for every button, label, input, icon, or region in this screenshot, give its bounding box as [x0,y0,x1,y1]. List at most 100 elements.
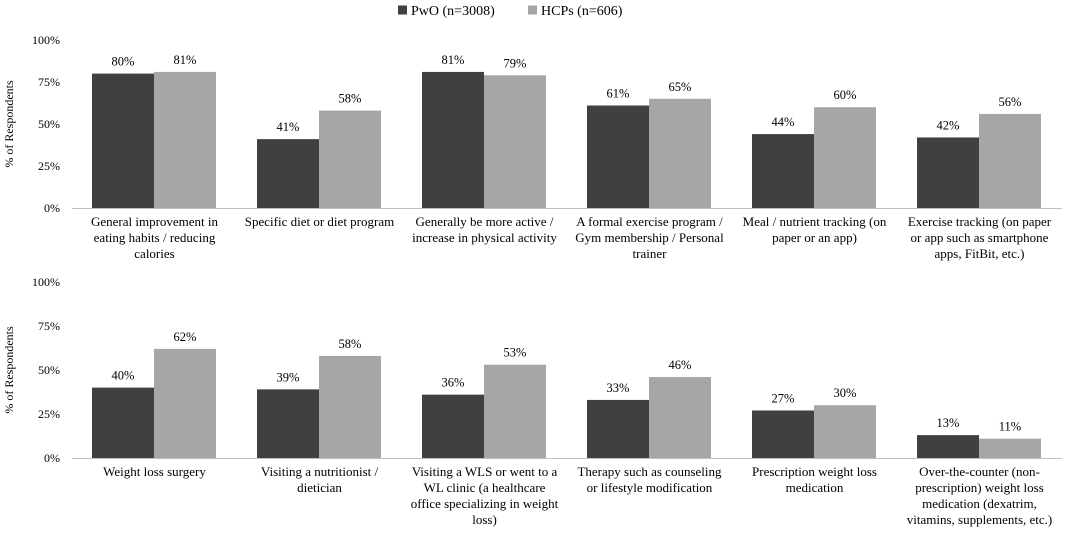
data-label: 40% [112,369,135,383]
bar-hcps [154,71,216,208]
bar-pwo [92,387,154,458]
category-label: Weight loss surgery [103,464,206,479]
bar-hcps [814,107,876,208]
bar-pwo [422,71,484,208]
y-tick-label: 25% [38,407,60,421]
bar-pwo [752,134,814,208]
data-label: 81% [442,53,465,67]
data-label: 58% [339,92,362,106]
data-label: 79% [504,56,527,70]
category-label: General improvement in eating habits / re… [91,214,219,261]
category-label-line: or lifestyle modification [587,480,713,495]
data-label: 27% [772,391,795,405]
category-label-line: Visiting a nutritionist / [261,464,379,479]
legend-label-1: PwO (n=3008) [411,4,495,19]
y-tick-label: 75% [38,75,60,89]
data-label: 36% [442,376,465,390]
data-label: 44% [772,115,795,129]
category-label-line: dietician [297,480,342,495]
bar-hcps [484,364,546,458]
category-label-line: Specific diet or diet program [245,214,394,229]
category-label: Visiting a nutritionist / dietician [261,464,379,495]
category-label-line: prescription) weight loss [915,480,1044,495]
category-label-line: apps, FitBit, etc.) [935,246,1025,261]
data-label: 56% [999,95,1022,109]
category-label-line: paper or an app) [772,230,857,245]
category-label-line: Therapy such as counseling [577,464,722,479]
data-label: 80% [112,55,135,69]
bar-hcps [319,110,381,208]
bar-pwo [257,139,319,208]
category-label-line: Visiting a WLS or went to a [412,464,558,479]
y-axis-label: % of Respondents [2,326,16,414]
category-label: Prescription weight loss medication [752,464,877,495]
bar-pwo [752,410,814,458]
bar-pwo [917,435,979,458]
category-label-line: Gym membership / Personal [575,230,724,245]
chart-panel-2: 0% 25% 50% 75% 100% % of Respondents 40% 62% Wei… [2,275,1062,527]
category-label: Over-the-counter (non-prescription) weig… [907,464,1053,527]
data-label: 58% [339,337,362,351]
bar-hcps [979,438,1041,458]
category-label-line: vitamins, supplements, etc.) [907,512,1053,527]
category-label-line: WL clinic (a healthcare [424,480,546,495]
bar-hcps [979,113,1041,208]
category-label-line: or app such as smartphone [911,230,1049,245]
category-label-line: Weight loss surgery [103,464,206,479]
y-tick-label: 50% [38,363,60,377]
y-axis-label: % of Respondents [2,80,16,168]
data-label: 62% [174,330,197,344]
y-tick-label: 0% [44,201,60,215]
category-label-line: calories [134,246,174,261]
category-label-line: medication [786,480,844,495]
category-label-line: General improvement in [91,214,219,229]
y-tick-label: 25% [38,159,60,173]
category-label-line: medication (dexatrim, [922,496,1037,511]
category-label: Therapy such as counseling or lifestyle m… [577,464,722,495]
bar-pwo [587,399,649,458]
bar-pwo [422,394,484,458]
bar-pwo [917,137,979,208]
category-label: A formal exercise program / Gym membershi… [575,214,724,261]
data-label: 33% [607,381,630,395]
chart-panel-1: 0% 25% 50% 75% 100% % of Respondents 80% 81% Gen… [2,33,1062,261]
category-label: Visiting a WLS or went to a WL clinic (a … [411,464,559,527]
data-label: 11% [999,420,1021,434]
category-label-line: office specializing in weight [411,496,559,511]
data-label: 53% [504,346,527,360]
bar-hcps [319,355,381,458]
data-label: 46% [669,358,692,372]
bar-pwo [257,389,319,458]
legend-label-2: HCPs (n=606) [541,4,623,19]
y-tick-label: 0% [44,451,60,465]
y-tick-label: 100% [32,33,60,47]
bar-pwo [587,105,649,208]
bar-pwo [92,73,154,208]
data-label: 81% [174,53,197,67]
category-label-line: increase in physical activity [412,230,557,245]
category-label: Meal / nutrient tracking (on paper or an … [743,214,887,245]
category-label-line: Meal / nutrient tracking (on [743,214,887,229]
category-label-line: loss) [472,512,497,527]
legend: PwO (n=3008) HCPs (n=606) [398,4,623,19]
data-label: 61% [607,87,630,101]
category-label-line: Over-the-counter (non- [919,464,1040,479]
legend-swatch-2 [528,5,537,15]
legend-swatch-1 [398,5,407,15]
bar-hcps [649,377,711,458]
bar-hcps [154,348,216,458]
data-label: 60% [834,88,857,102]
bar-hcps [814,405,876,458]
y-tick-label: 100% [32,275,60,289]
category-label: Generally be more active / increase in ph… [412,214,557,245]
data-label: 41% [277,120,300,134]
y-tick-label: 50% [38,117,60,131]
category-label-line: trainer [633,246,668,261]
bar-hcps [484,75,546,208]
data-label: 30% [834,386,857,400]
category-label-line: Generally be more active / [416,214,554,229]
category-label-line: Exercise tracking (on paper [908,214,1052,229]
category-label-line: A formal exercise program / [576,214,723,229]
data-label: 39% [277,370,300,384]
